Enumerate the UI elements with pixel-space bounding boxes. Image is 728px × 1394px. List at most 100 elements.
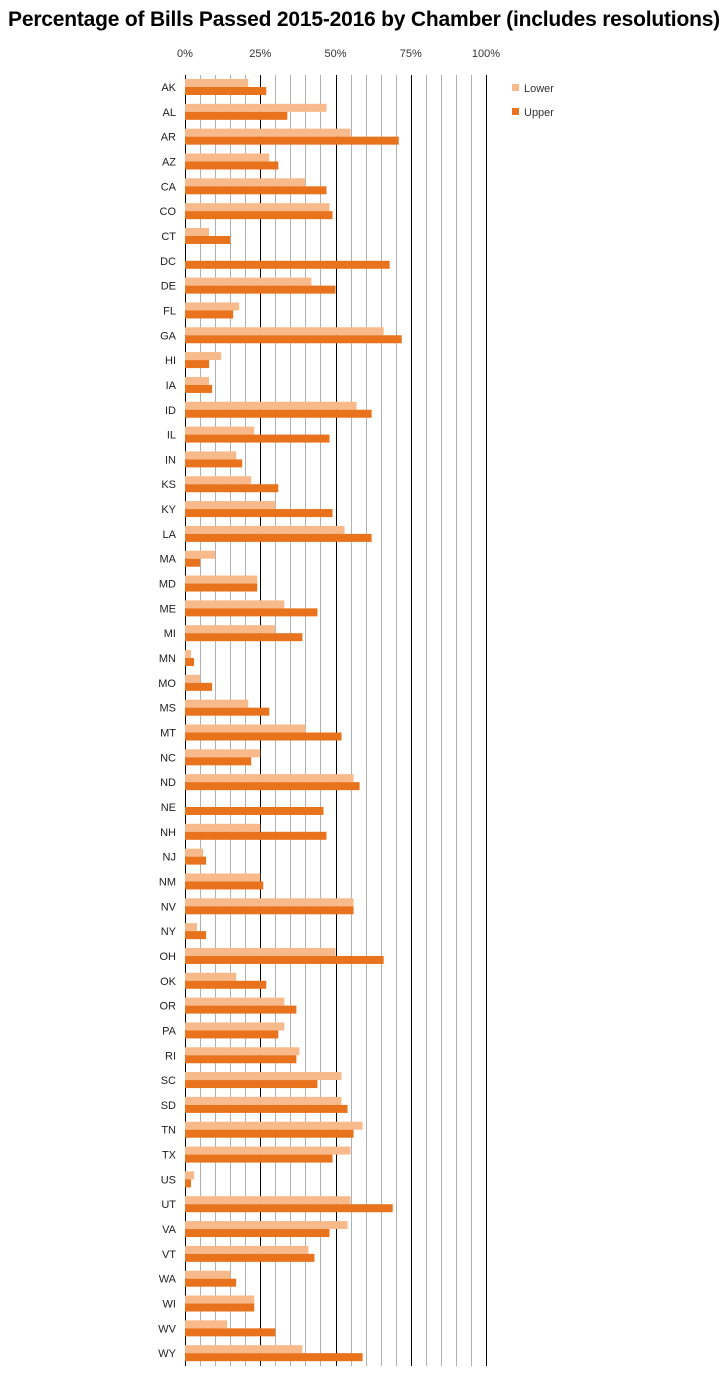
- bar-lower: [185, 1146, 351, 1155]
- category-label: NE: [161, 802, 176, 814]
- bar-upper: [185, 533, 372, 542]
- bar-lower: [185, 674, 201, 683]
- category-label: ND: [160, 777, 176, 789]
- bar-lower: [185, 476, 252, 485]
- bar-lower: [185, 898, 354, 907]
- x-tick-label: 100%: [472, 48, 500, 60]
- category-label: FL: [163, 305, 176, 317]
- bar-lower: [185, 1072, 342, 1081]
- category-label: AL: [163, 107, 176, 119]
- bar-upper: [185, 186, 327, 195]
- bar-upper: [185, 906, 354, 915]
- category-label: AR: [161, 132, 176, 144]
- bar-lower: [185, 625, 276, 634]
- category-label: TN: [161, 1125, 176, 1137]
- bar-upper: [185, 1055, 297, 1064]
- category-label: WV: [158, 1323, 176, 1335]
- bar-upper: [185, 111, 288, 120]
- bar-lower: [185, 699, 249, 708]
- category-label: OR: [160, 1001, 177, 1013]
- bar-lower: [185, 426, 255, 435]
- bar-lower: [185, 302, 240, 311]
- x-tick-label: 25%: [249, 48, 271, 60]
- bar-lower: [185, 997, 285, 1006]
- bar-upper: [185, 335, 402, 344]
- category-label: MN: [159, 653, 176, 665]
- bar-lower: [185, 401, 357, 410]
- legend-label-lower: Lower: [524, 83, 554, 95]
- category-label: LA: [163, 529, 177, 541]
- category-label: NC: [160, 752, 176, 764]
- category-label: IL: [167, 430, 176, 442]
- bar-upper: [185, 1229, 330, 1238]
- bar-upper: [185, 409, 372, 418]
- category-label: GA: [160, 330, 177, 342]
- bar-lower: [185, 1196, 351, 1205]
- bar-lower: [185, 376, 210, 385]
- category-label: US: [161, 1174, 176, 1186]
- bar-upper: [185, 955, 384, 964]
- bar-upper: [185, 360, 210, 369]
- bar-upper: [185, 707, 270, 716]
- category-label: CT: [161, 231, 176, 243]
- bar-lower: [185, 153, 270, 162]
- category-label: VT: [162, 1249, 176, 1261]
- bar-lower: [185, 600, 285, 609]
- bar-upper: [185, 980, 267, 989]
- bar-upper: [185, 757, 252, 766]
- category-label: MA: [160, 554, 177, 566]
- category-label: MS: [160, 703, 177, 715]
- bar-lower: [185, 1171, 195, 1180]
- bar-upper: [185, 1353, 363, 1362]
- category-label: NM: [159, 876, 176, 888]
- category-label: NH: [160, 827, 176, 839]
- category-label: VA: [162, 1224, 177, 1236]
- category-label: DE: [161, 281, 176, 293]
- bar-upper: [185, 87, 267, 95]
- x-tick-label: 75%: [400, 48, 422, 60]
- category-label: OK: [160, 976, 177, 988]
- bar-lower: [185, 1345, 303, 1354]
- bar-lower: [185, 128, 351, 137]
- legend-swatch-lower: [512, 84, 519, 91]
- bar-upper: [185, 1080, 318, 1089]
- bar-upper: [185, 608, 318, 617]
- category-label: RI: [165, 1050, 176, 1062]
- bar-upper: [185, 1005, 297, 1014]
- bar-lower: [185, 774, 354, 783]
- bar-lower: [185, 1320, 228, 1329]
- bar-upper: [185, 806, 324, 815]
- category-label: DC: [160, 256, 176, 268]
- bar-upper: [185, 235, 231, 244]
- category-label: PA: [162, 1025, 177, 1037]
- bar-lower: [185, 1270, 231, 1279]
- bar-lower: [185, 873, 261, 882]
- bar-lower: [185, 1245, 309, 1254]
- chart-title: Percentage of Bills Passed 2015-2016 by …: [8, 8, 720, 31]
- category-label: CA: [161, 181, 177, 193]
- category-label: MT: [160, 728, 176, 740]
- category-label: AK: [161, 82, 176, 94]
- category-label: ME: [160, 603, 177, 615]
- bar-lower: [185, 749, 261, 758]
- bar-upper: [185, 161, 279, 170]
- bar-upper: [185, 459, 243, 468]
- category-label: WI: [163, 1299, 176, 1311]
- bar-upper: [185, 136, 399, 145]
- bar-upper: [185, 285, 336, 294]
- bar-upper: [185, 1129, 354, 1138]
- bar-lower: [185, 352, 222, 361]
- bar-lower: [185, 1121, 363, 1130]
- bar-upper: [185, 1179, 192, 1188]
- bar-lower: [185, 178, 306, 187]
- bar-lower: [185, 451, 237, 460]
- category-label: NJ: [163, 852, 176, 864]
- bar-upper: [185, 434, 330, 443]
- bar-upper: [185, 658, 195, 667]
- bar-upper: [185, 633, 303, 642]
- bar-upper: [185, 1278, 237, 1287]
- category-label: MD: [159, 579, 176, 591]
- x-tick-label: 50%: [324, 48, 346, 60]
- bar-lower: [185, 848, 204, 857]
